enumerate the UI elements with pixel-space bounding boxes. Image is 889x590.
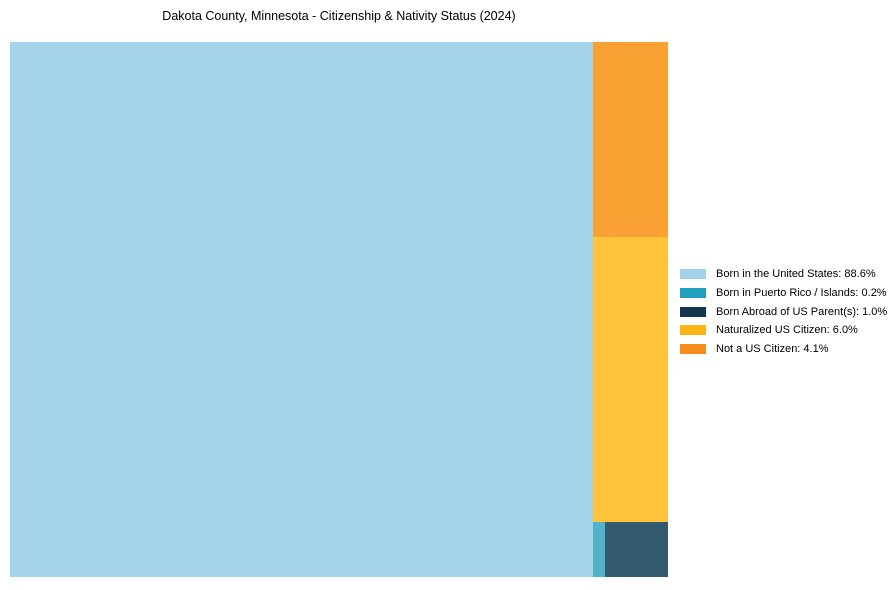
treemap-plot	[10, 42, 668, 577]
treemap-tile-born-in-puerto-rico-islands	[593, 522, 605, 577]
legend-swatch-icon	[680, 306, 706, 317]
chart-title: Dakota County, Minnesota - Citizenship &…	[162, 9, 516, 23]
legend-swatch-icon	[680, 288, 706, 299]
legend-item-born-in-puerto-rico-islands: Born in Puerto Rico / Islands: 0.2%	[680, 284, 887, 303]
treemap-tile-born-abroad-of-us-parent-s	[605, 522, 668, 577]
treemap-tile-not-a-us-citizen	[593, 42, 668, 237]
legend-label: Born in the United States: 88.6%	[716, 268, 876, 281]
treemap-tile-naturalized-us-citizen	[593, 237, 668, 522]
treemap-tile-born-in-the-united-states	[10, 42, 593, 577]
legend: Born in the United States: 88.6% Born in …	[680, 265, 887, 358]
legend-item-born-abroad-of-us-parent-s: Born Abroad of US Parent(s): 1.0%	[680, 302, 887, 321]
legend-swatch-icon	[680, 344, 706, 355]
legend-item-naturalized-us-citizen: Naturalized US Citizen: 6.0%	[680, 321, 887, 340]
legend-label: Born in Puerto Rico / Islands: 0.2%	[716, 287, 887, 300]
legend-swatch-icon	[680, 325, 706, 336]
legend-label: Naturalized US Citizen: 6.0%	[716, 324, 858, 337]
legend-item-not-a-us-citizen: Not a US Citizen: 4.1%	[680, 340, 887, 359]
legend-label: Not a US Citizen: 4.1%	[716, 343, 829, 356]
legend-swatch-icon	[680, 269, 706, 280]
legend-label: Born Abroad of US Parent(s): 1.0%	[716, 305, 888, 318]
legend-item-born-in-the-united-states: Born in the United States: 88.6%	[680, 265, 887, 284]
